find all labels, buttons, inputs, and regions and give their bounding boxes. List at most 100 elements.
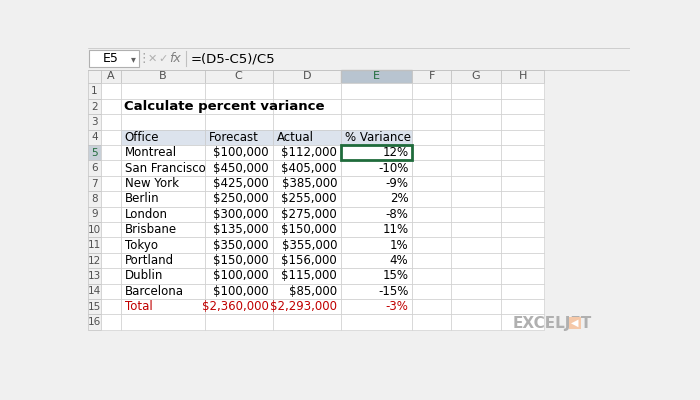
Bar bbox=[451, 207, 501, 222]
Bar bbox=[451, 222, 501, 238]
Bar bbox=[121, 284, 204, 299]
Bar bbox=[121, 70, 204, 84]
Bar bbox=[451, 114, 501, 130]
Bar bbox=[102, 114, 121, 130]
Bar bbox=[121, 191, 204, 207]
Bar bbox=[121, 253, 204, 268]
Text: $405,000: $405,000 bbox=[281, 162, 337, 175]
Text: 4%: 4% bbox=[390, 254, 408, 267]
Text: H: H bbox=[519, 72, 527, 82]
Bar bbox=[501, 84, 544, 99]
Bar bbox=[204, 70, 273, 84]
Text: 15: 15 bbox=[88, 302, 101, 312]
Text: 7: 7 bbox=[91, 178, 98, 188]
Bar bbox=[273, 130, 341, 145]
Text: $100,000: $100,000 bbox=[214, 270, 269, 282]
Bar bbox=[204, 207, 273, 222]
Text: 2%: 2% bbox=[390, 192, 408, 206]
Bar bbox=[204, 222, 273, 238]
Text: $450,000: $450,000 bbox=[214, 162, 269, 175]
Text: C: C bbox=[234, 72, 242, 82]
Bar bbox=[102, 207, 121, 222]
Bar bbox=[501, 160, 544, 176]
Text: Barcelona: Barcelona bbox=[125, 285, 183, 298]
Bar bbox=[204, 299, 273, 314]
Bar bbox=[273, 268, 341, 284]
Text: $150,000: $150,000 bbox=[214, 254, 269, 267]
Bar bbox=[341, 191, 412, 207]
Text: E: E bbox=[373, 72, 380, 82]
Bar bbox=[102, 268, 121, 284]
Bar bbox=[88, 253, 102, 268]
Bar bbox=[501, 268, 544, 284]
Bar bbox=[412, 253, 451, 268]
Text: % Variance: % Variance bbox=[345, 131, 411, 144]
Bar bbox=[273, 207, 341, 222]
Bar bbox=[204, 253, 273, 268]
Bar bbox=[88, 268, 102, 284]
Bar bbox=[88, 176, 102, 191]
Bar bbox=[451, 314, 501, 330]
Bar bbox=[451, 176, 501, 191]
Bar bbox=[451, 268, 501, 284]
Text: Portland: Portland bbox=[125, 254, 174, 267]
Bar bbox=[121, 207, 204, 222]
Bar bbox=[451, 191, 501, 207]
Bar bbox=[501, 191, 544, 207]
Bar bbox=[341, 314, 412, 330]
Bar bbox=[273, 222, 341, 238]
Bar bbox=[273, 314, 341, 330]
Bar bbox=[341, 176, 412, 191]
Bar bbox=[204, 130, 273, 145]
Bar bbox=[88, 99, 102, 114]
Bar bbox=[501, 299, 544, 314]
Text: 14: 14 bbox=[88, 286, 101, 296]
Bar bbox=[204, 145, 273, 160]
Bar bbox=[121, 114, 204, 130]
Bar bbox=[88, 48, 630, 70]
Bar bbox=[204, 268, 273, 284]
Bar bbox=[341, 268, 412, 284]
Bar bbox=[273, 145, 341, 160]
Bar bbox=[204, 191, 273, 207]
Bar bbox=[341, 284, 412, 299]
Bar bbox=[341, 253, 412, 268]
Text: G: G bbox=[472, 72, 480, 82]
Bar bbox=[412, 114, 451, 130]
Bar bbox=[204, 314, 273, 330]
Text: $2,293,000: $2,293,000 bbox=[270, 300, 337, 313]
Bar bbox=[273, 253, 341, 268]
Text: ✕: ✕ bbox=[147, 54, 157, 64]
Bar bbox=[451, 299, 501, 314]
Bar bbox=[121, 314, 204, 330]
Bar bbox=[204, 160, 273, 176]
Text: San Francisco: San Francisco bbox=[125, 162, 206, 175]
Bar bbox=[102, 299, 121, 314]
Bar bbox=[341, 130, 412, 145]
Bar bbox=[102, 222, 121, 238]
Text: 11%: 11% bbox=[382, 223, 408, 236]
Text: 5: 5 bbox=[91, 148, 98, 158]
Bar bbox=[121, 268, 204, 284]
Bar bbox=[341, 268, 412, 284]
Bar bbox=[88, 238, 102, 253]
Text: =(D5-C5)/C5: =(D5-C5)/C5 bbox=[190, 52, 275, 65]
Bar bbox=[102, 253, 121, 268]
Text: $112,000: $112,000 bbox=[281, 146, 337, 159]
Text: Calculate percent variance: Calculate percent variance bbox=[124, 100, 324, 113]
Text: $2,360,000: $2,360,000 bbox=[202, 300, 269, 313]
Bar bbox=[121, 176, 204, 191]
Text: -8%: -8% bbox=[386, 208, 408, 221]
Bar bbox=[273, 70, 341, 84]
Bar bbox=[204, 284, 273, 299]
Text: London: London bbox=[125, 208, 168, 221]
Bar bbox=[102, 284, 121, 299]
Bar bbox=[273, 207, 341, 222]
Bar bbox=[341, 84, 412, 99]
Text: 6: 6 bbox=[91, 163, 98, 173]
Bar bbox=[121, 299, 204, 314]
Text: $100,000: $100,000 bbox=[214, 146, 269, 159]
Bar bbox=[501, 314, 544, 330]
Bar bbox=[341, 299, 412, 314]
Bar bbox=[121, 222, 204, 238]
